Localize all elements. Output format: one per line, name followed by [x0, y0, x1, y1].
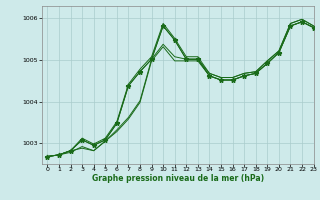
X-axis label: Graphe pression niveau de la mer (hPa): Graphe pression niveau de la mer (hPa)	[92, 174, 264, 183]
